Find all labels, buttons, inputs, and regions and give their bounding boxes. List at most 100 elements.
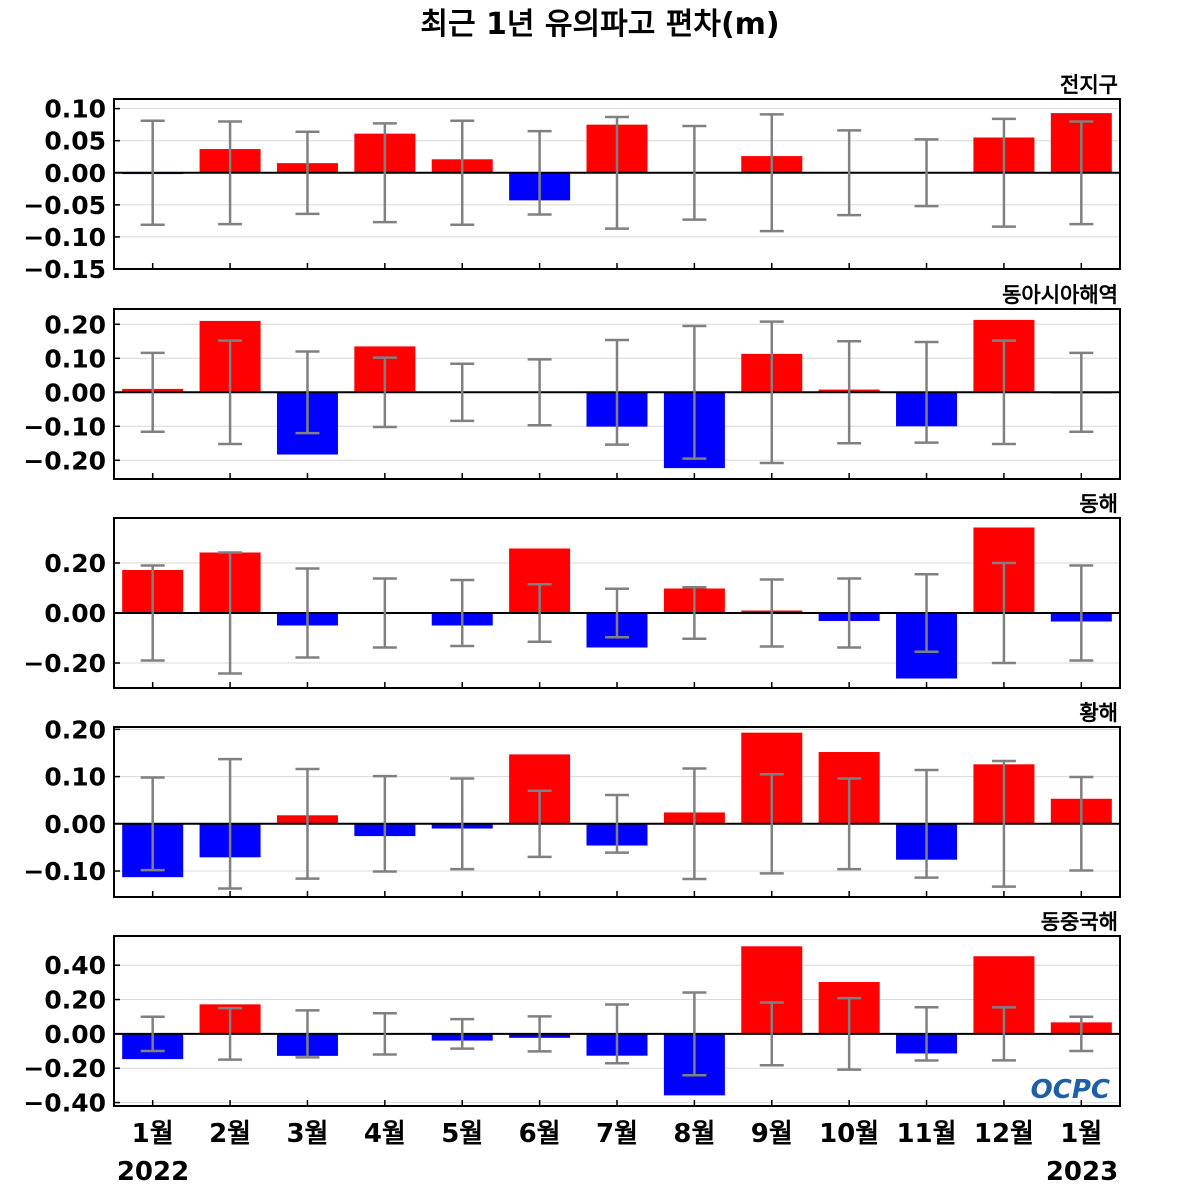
- error-bar: [682, 767, 707, 881]
- error-bar: [450, 362, 475, 423]
- error-bar: [527, 129, 552, 216]
- error-bar: [295, 350, 320, 435]
- y-tick-label: −0.15: [23, 255, 106, 284]
- panel-region-label: 황해: [1079, 701, 1118, 725]
- y-tick-label: −0.20: [23, 1054, 106, 1083]
- y-tick-label: 0.20: [44, 715, 106, 744]
- error-bar: [605, 1003, 629, 1065]
- y-tick-label: −0.10: [23, 223, 106, 252]
- error-bar: [218, 339, 243, 446]
- error-bar: [837, 996, 862, 1071]
- panel-region-label: 동해: [1079, 492, 1118, 516]
- error-bar: [295, 567, 320, 659]
- error-bar: [991, 1006, 1016, 1062]
- year-end-label: 2023: [1046, 1157, 1118, 1187]
- y-tick-label: 0.00: [44, 1020, 106, 1049]
- error-bar: [295, 767, 320, 880]
- y-tick-label: 0.20: [44, 310, 106, 339]
- error-bar: [605, 587, 629, 639]
- error-bar: [682, 124, 707, 221]
- error-bar: [450, 119, 475, 226]
- error-bar: [218, 1006, 243, 1061]
- y-tick-label: −0.10: [23, 412, 106, 441]
- y-tick-label: 0.05: [44, 127, 106, 156]
- x-tick-label: 7월: [596, 1119, 638, 1149]
- error-bar: [218, 551, 243, 675]
- error-bar: [682, 324, 707, 460]
- error-bar: [759, 772, 784, 875]
- y-tick-label: 0.10: [44, 95, 106, 124]
- error-bar: [450, 578, 475, 648]
- panel-3: 동해 0.20 0.00 −0.20: [23, 492, 1121, 689]
- x-tick-label: 10월: [819, 1119, 879, 1149]
- error-bar: [218, 120, 243, 226]
- y-tick-label: −0.40: [23, 1089, 106, 1118]
- error-bar: [991, 759, 1016, 888]
- error-bar: [1069, 351, 1094, 433]
- error-bar: [527, 789, 552, 859]
- y-tick-label: 0.10: [44, 763, 106, 792]
- panel-region-label: 동아시아해역: [1002, 283, 1118, 307]
- x-tick-label: 1월: [1060, 1119, 1102, 1149]
- error-bar: [991, 117, 1016, 228]
- error-bar: [140, 351, 165, 433]
- y-tick-label: 0.00: [44, 599, 106, 628]
- panel-region-label: 동중국해: [1041, 910, 1118, 934]
- error-bar: [527, 583, 552, 643]
- y-tick-label: −0.20: [23, 649, 106, 678]
- chart-title: 최근 1년 유의파고 편차(m): [420, 7, 779, 42]
- panel-5: 동중국해 0.40 0.20 0.00 −0.20 −0.40: [23, 910, 1121, 1118]
- x-tick-label: 9월: [751, 1119, 793, 1149]
- x-tick-label: 12월: [974, 1119, 1034, 1149]
- y-tick-label: 0.10: [44, 344, 106, 373]
- y-tick-label: −0.20: [23, 446, 106, 475]
- error-bar: [372, 577, 397, 649]
- error-bar: [914, 573, 939, 653]
- y-tick-label: 0.00: [44, 810, 106, 839]
- error-bar: [837, 577, 862, 649]
- error-bar: [837, 129, 862, 217]
- error-bar: [991, 561, 1016, 665]
- error-bar: [372, 1012, 397, 1056]
- x-tick-label: 3월: [286, 1119, 328, 1149]
- error-bar: [1069, 120, 1094, 226]
- error-bar: [914, 768, 939, 879]
- error-bar: [605, 338, 629, 446]
- y-tick-label: 0.20: [44, 986, 106, 1015]
- error-bar: [140, 776, 165, 872]
- y-tick-label: 0.00: [44, 159, 106, 188]
- error-bar: [295, 130, 320, 216]
- error-bar: [682, 586, 707, 640]
- panel-region-label: 전지구: [1060, 73, 1118, 97]
- x-tick-label: 8월: [673, 1119, 715, 1149]
- x-tick-label: 4월: [364, 1119, 406, 1149]
- error-bar: [914, 1006, 939, 1062]
- year-start-label: 2022: [117, 1157, 189, 1187]
- error-bar: [140, 1015, 165, 1053]
- error-bar: [295, 1009, 320, 1059]
- error-bar: [759, 320, 784, 465]
- panel-1: 전지구 0.10 0.05 0.00 −0.05 −0.10 −0.15: [23, 73, 1121, 284]
- panel-2: 동아시아해역 0.20 0.10 0.00 −0.10 −0.20: [23, 283, 1121, 480]
- panel-4: 황해 0.20 0.10 0.00 −0.10: [23, 701, 1121, 898]
- error-bar: [218, 757, 243, 890]
- y-tick-label: 0.20: [44, 549, 106, 578]
- error-bar: [605, 793, 629, 854]
- error-bar: [372, 122, 397, 224]
- error-bar: [605, 115, 629, 230]
- error-bar: [450, 777, 475, 871]
- y-tick-label: −0.05: [23, 191, 106, 220]
- y-tick-label: 0.00: [44, 378, 106, 407]
- y-tick-label: 0.40: [44, 951, 106, 980]
- error-bar: [372, 356, 397, 429]
- chart-panels: 전지구 0.10 0.05 0.00 −0.05 −0.10 −0.15 동아시아해역 0.20…: [23, 73, 1121, 1118]
- error-bar: [837, 777, 862, 871]
- error-bar: [914, 340, 939, 444]
- error-bar: [140, 119, 165, 226]
- x-tick-label: 6월: [519, 1119, 561, 1149]
- error-bar: [140, 564, 165, 662]
- error-bar: [837, 340, 862, 445]
- error-bar: [527, 1015, 552, 1053]
- x-tick-label: 5월: [441, 1119, 483, 1149]
